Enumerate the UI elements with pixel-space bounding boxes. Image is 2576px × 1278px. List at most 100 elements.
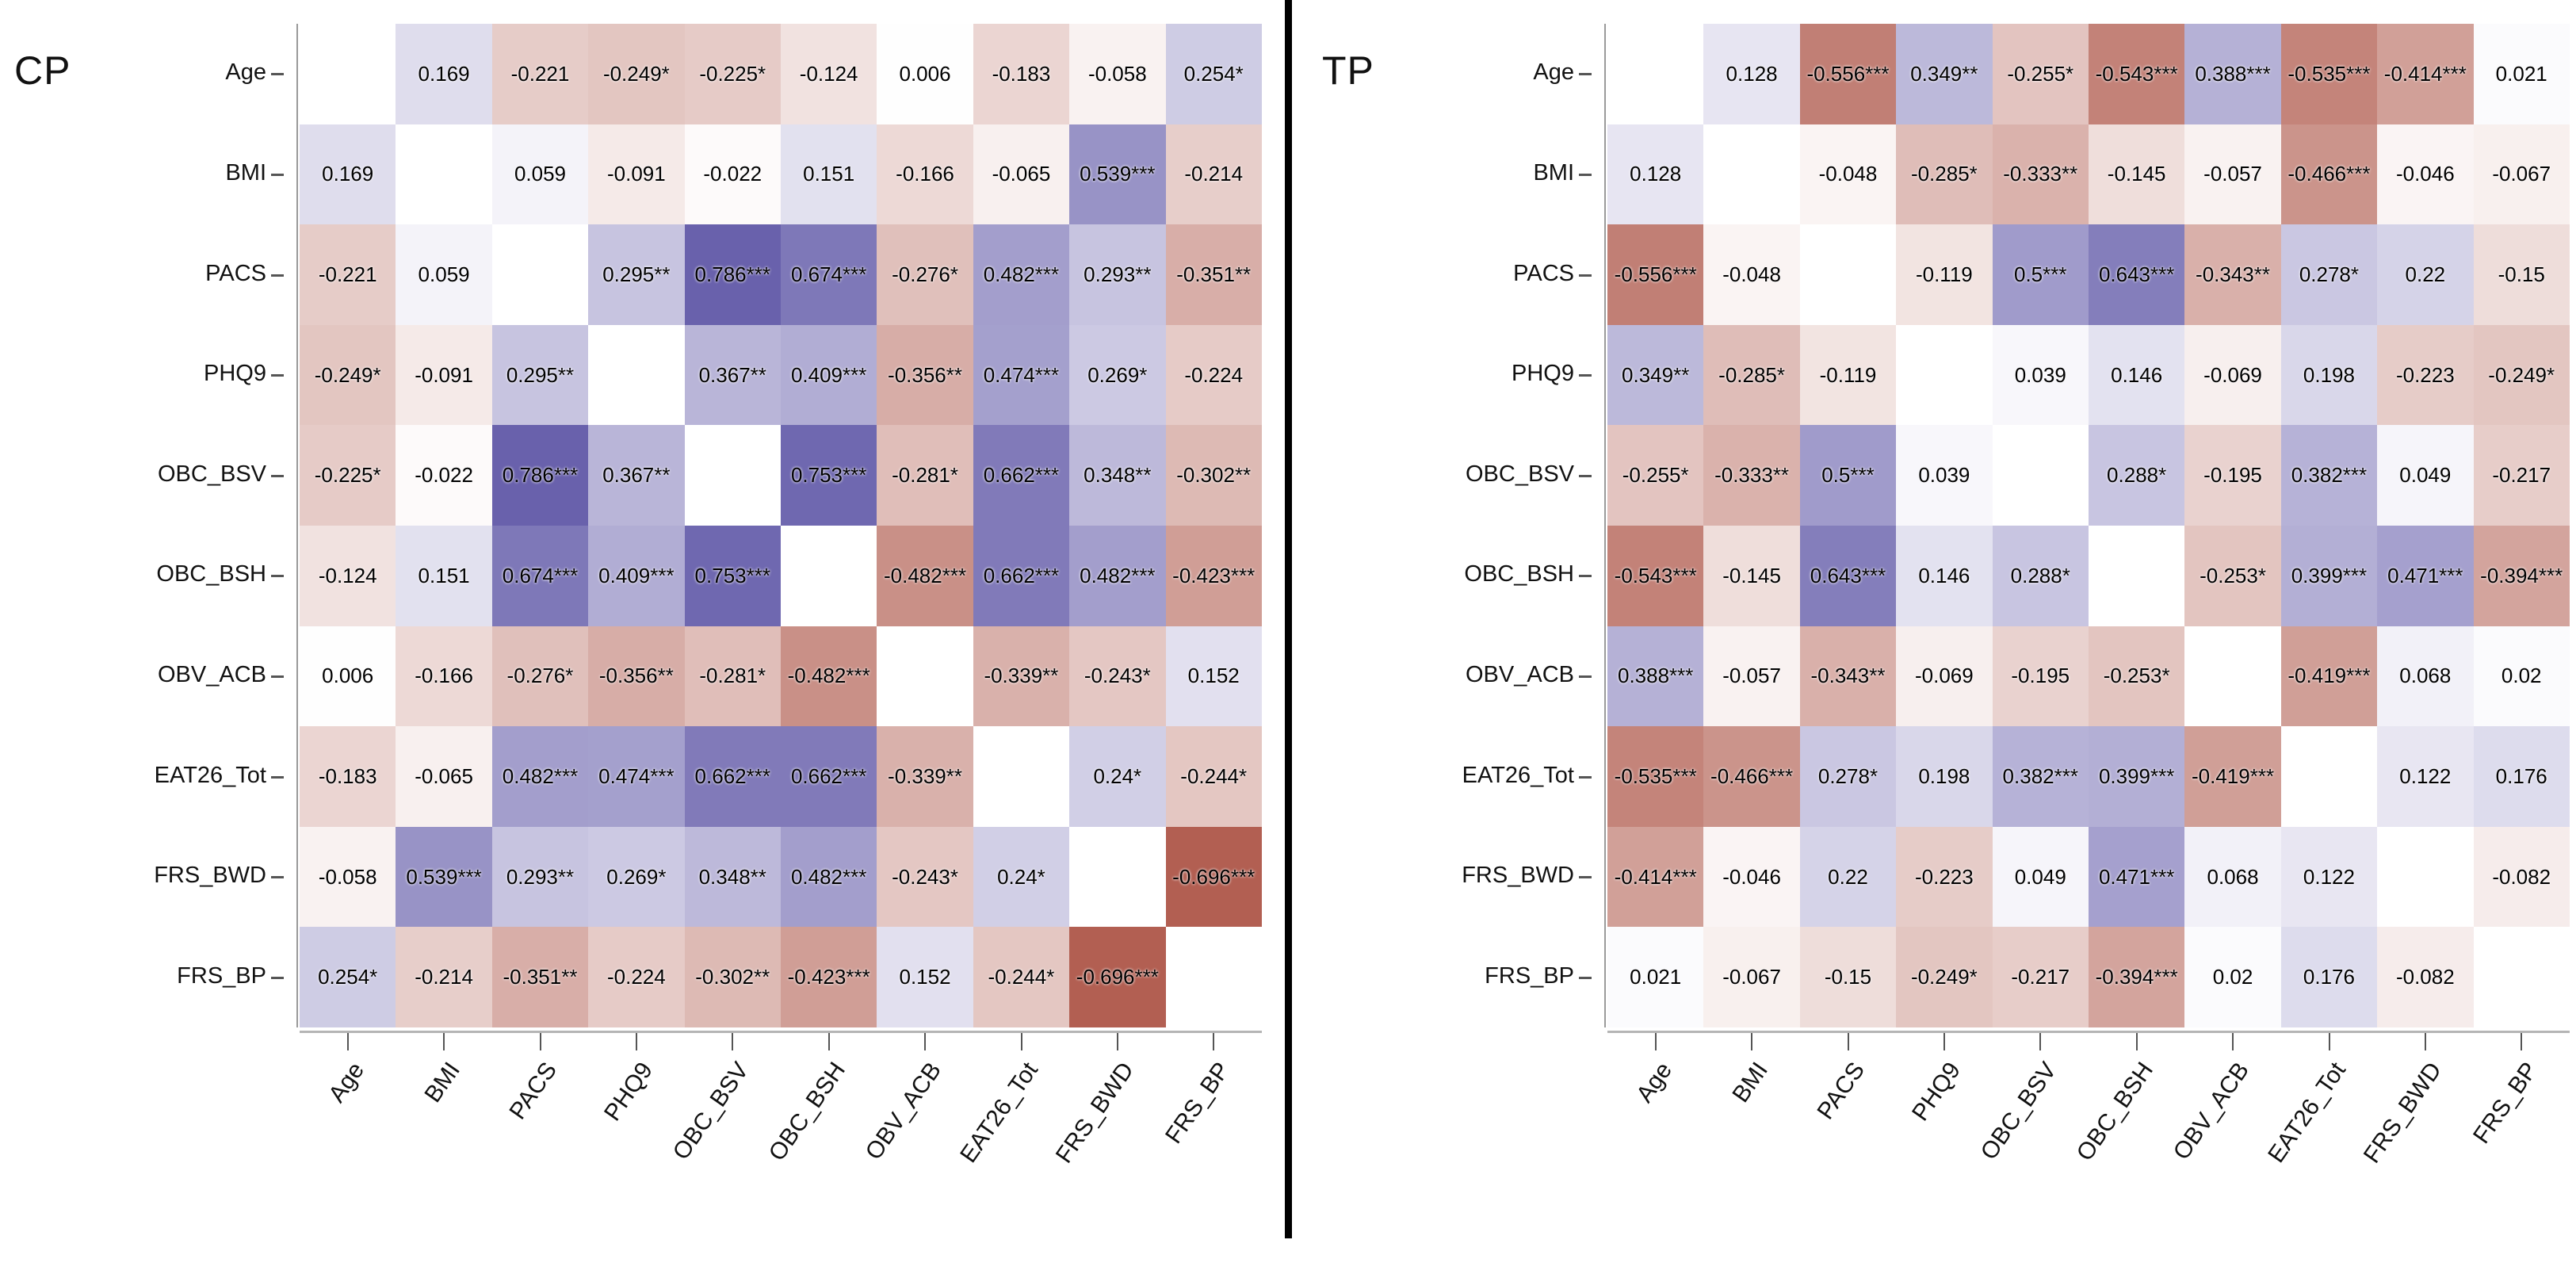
row-label: PACS [1513,260,1574,286]
matrix-cell: 0.367** [588,425,685,526]
matrix-cell: -0.195 [2184,425,2281,526]
matrix-cell: 0.388*** [1607,626,1704,727]
matrix-cell [2184,626,2281,727]
matrix-cell: 0.269* [588,826,685,928]
matrix-cell: -0.351** [1165,224,1262,325]
matrix-cell: -0.356** [877,324,973,426]
matrix-cell [1799,224,1897,325]
matrix-cell: -0.214 [396,927,492,1027]
matrix-cell: -0.183 [973,24,1070,124]
matrix-cell: 0.539*** [1069,124,1166,225]
matrix-cell: -0.15 [2473,224,2570,325]
matrix-cell: 0.674*** [780,224,877,325]
matrix-cell: 0.471*** [2088,826,2185,928]
x-axis-tick [1847,1033,1849,1050]
matrix-cell: 0.482*** [491,726,589,827]
y-axis-spine [1604,24,1606,1027]
matrix-cell: -0.119 [1799,324,1897,426]
matrix-cell: -0.281* [877,425,973,526]
matrix-cell: -0.224 [1165,324,1262,426]
matrix-cell: 0.643*** [1799,525,1897,626]
matrix-cell: 0.146 [2088,324,2185,426]
matrix-cell: -0.065 [973,124,1070,225]
matrix-cell: -0.067 [1703,927,1800,1027]
matrix-cell: 0.006 [877,24,973,124]
matrix-cell: 0.152 [877,927,973,1027]
matrix-cell: 0.348** [1069,425,1166,526]
matrix-cell: -0.276* [491,626,589,727]
matrix-cell [491,224,589,325]
matrix-cell: 0.021 [1607,927,1704,1027]
matrix-cell: 0.176 [2473,726,2570,827]
row-label: Age [1533,59,1574,86]
matrix-cell [2280,726,2378,827]
y-axis-tick [1579,374,1592,377]
matrix-cell: -0.069 [1896,626,1993,727]
matrix-cell: -0.249* [300,324,396,426]
x-axis-tick [539,1033,541,1050]
matrix-cell: -0.214 [1165,124,1262,225]
y-axis-tick [271,575,284,578]
x-axis-tick [2232,1033,2234,1050]
matrix-cell: -0.423*** [780,927,877,1027]
matrix-cell: 0.388*** [2184,24,2281,124]
matrix-cell: 0.786*** [491,425,589,526]
matrix-cell: 0.349** [1607,324,1704,426]
matrix-cell: 0.122 [2280,826,2378,928]
matrix-cell: 0.295** [491,324,589,426]
matrix-cell: -0.351** [491,927,589,1027]
panel-divider [1285,0,1292,1238]
matrix-cell: -0.419*** [2280,626,2378,727]
matrix-cell: -0.414*** [2377,24,2474,124]
matrix-cell: 0.662*** [684,726,781,827]
matrix-cell: -0.057 [1703,626,1800,727]
matrix-cell: -0.414*** [1607,826,1704,928]
matrix-cell: 0.254* [300,927,396,1027]
heatmap-grid: 0.128 -0.556*** 0.349** -0.255* -0.543*** 0.3… [1607,24,2570,1027]
cp-panel: CP Age BMI PACS PHQ9 OBC_BSV OBC_BSH OBV_ACB EA… [0,0,1285,1278]
matrix-cell: -0.394*** [2088,927,2185,1027]
matrix-cell: 0.128 [1703,24,1800,124]
matrix-cell: 0.753*** [780,425,877,526]
matrix-cell [1992,425,2089,526]
row-label: OBC_BSV [1466,461,1574,487]
row-label: OBC_BSH [156,561,266,587]
matrix-cell: -0.356** [588,626,685,727]
matrix-cell: 0.02 [2184,927,2281,1027]
matrix-cell: 0.662*** [973,425,1070,526]
matrix-cell: -0.419*** [2184,726,2281,827]
matrix-cell: -0.535*** [1607,726,1704,827]
x-axis-tick [2039,1033,2042,1050]
matrix-cell [396,124,492,225]
matrix-cell: 0.288* [2088,425,2185,526]
matrix-cell [2088,525,2185,626]
row-label: BMI [1533,159,1574,186]
row-label: OBV_ACB [158,661,266,687]
y-axis-tick [271,775,284,779]
matrix-cell: 0.039 [1896,425,1993,526]
matrix-cell: -0.253* [2184,525,2281,626]
matrix-cell: 0.474*** [588,726,685,827]
y-axis-tick [1579,73,1592,76]
row-label: FRS_BP [177,962,266,989]
matrix-cell: -0.696*** [1165,826,1262,928]
row-label: FRS_BWD [154,863,266,889]
matrix-cell: 0.198 [2280,324,2378,426]
matrix-cell: -0.082 [2473,826,2570,928]
matrix-cell: -0.225* [684,24,781,124]
x-axis-tick [1943,1033,1945,1050]
matrix-cell: 0.399*** [2280,525,2378,626]
matrix-cell: 0.643*** [2088,224,2185,325]
matrix-cell: 0.24* [973,826,1070,928]
matrix-cell: -0.466*** [2280,124,2378,225]
matrix-cell [1069,826,1166,928]
matrix-cell: 0.539*** [396,826,492,928]
matrix-cell: 0.409*** [588,525,685,626]
matrix-cell: 0.482*** [1069,525,1166,626]
matrix-cell: -0.091 [588,124,685,225]
row-label: BMI [225,159,266,186]
matrix-cell: 0.169 [300,124,396,225]
y-axis-tick [271,173,284,176]
matrix-cell: 0.5*** [1992,224,2089,325]
matrix-cell: -0.343** [2184,224,2281,325]
